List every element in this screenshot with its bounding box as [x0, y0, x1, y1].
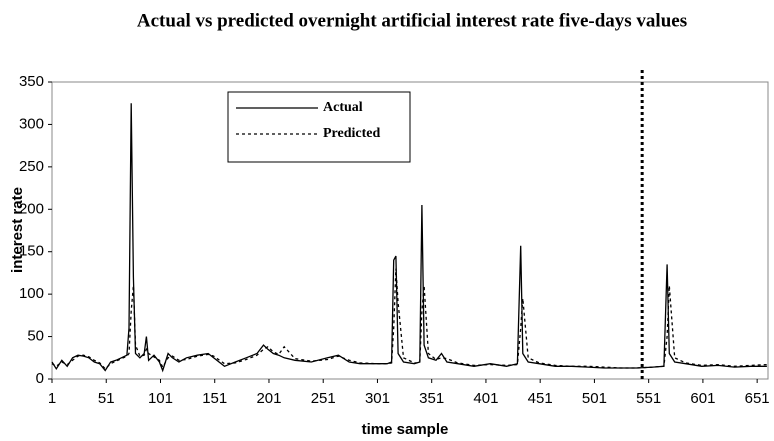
- x-tick-label: 551: [636, 390, 661, 407]
- legend: Actual Predicted: [227, 91, 411, 163]
- x-tick-label: 451: [528, 390, 553, 407]
- x-tick-label: 251: [311, 390, 336, 407]
- y-axis-label: interest rate: [9, 187, 26, 273]
- x-tick-label: 651: [745, 390, 770, 407]
- x-tick-label: 101: [148, 390, 173, 407]
- chart-title: Actual vs predicted overnight artificial…: [137, 10, 687, 31]
- x-tick-label: 401: [473, 390, 498, 407]
- x-tick-label: 301: [365, 390, 390, 407]
- series-line: [51, 268, 767, 370]
- y-tick-label: 300: [19, 115, 44, 132]
- x-tick-label: 151: [202, 390, 227, 407]
- x-tick-label: 51: [98, 390, 115, 407]
- x-tick-label: 501: [582, 390, 607, 407]
- x-tick-label: 201: [256, 390, 281, 407]
- legend-label: Actual: [323, 100, 363, 115]
- series-line: [51, 103, 767, 373]
- y-tick-label: 50: [27, 328, 44, 345]
- legend-box: [227, 91, 411, 163]
- x-axis-label: time sample: [362, 421, 449, 438]
- y-tick-label: 100: [19, 285, 44, 302]
- x-tick-label: 601: [690, 390, 715, 407]
- y-tick-label: 250: [19, 158, 44, 175]
- y-tick-label: 200: [19, 200, 44, 217]
- x-tick-label: 351: [419, 390, 444, 407]
- y-tick-label: 150: [19, 243, 44, 260]
- plot-frame: [51, 81, 769, 380]
- y-tick-label: 350: [19, 73, 44, 90]
- x-tick-label: 1: [48, 390, 56, 407]
- legend-label: Predicted: [323, 126, 380, 141]
- y-tick-label: 0: [36, 370, 44, 387]
